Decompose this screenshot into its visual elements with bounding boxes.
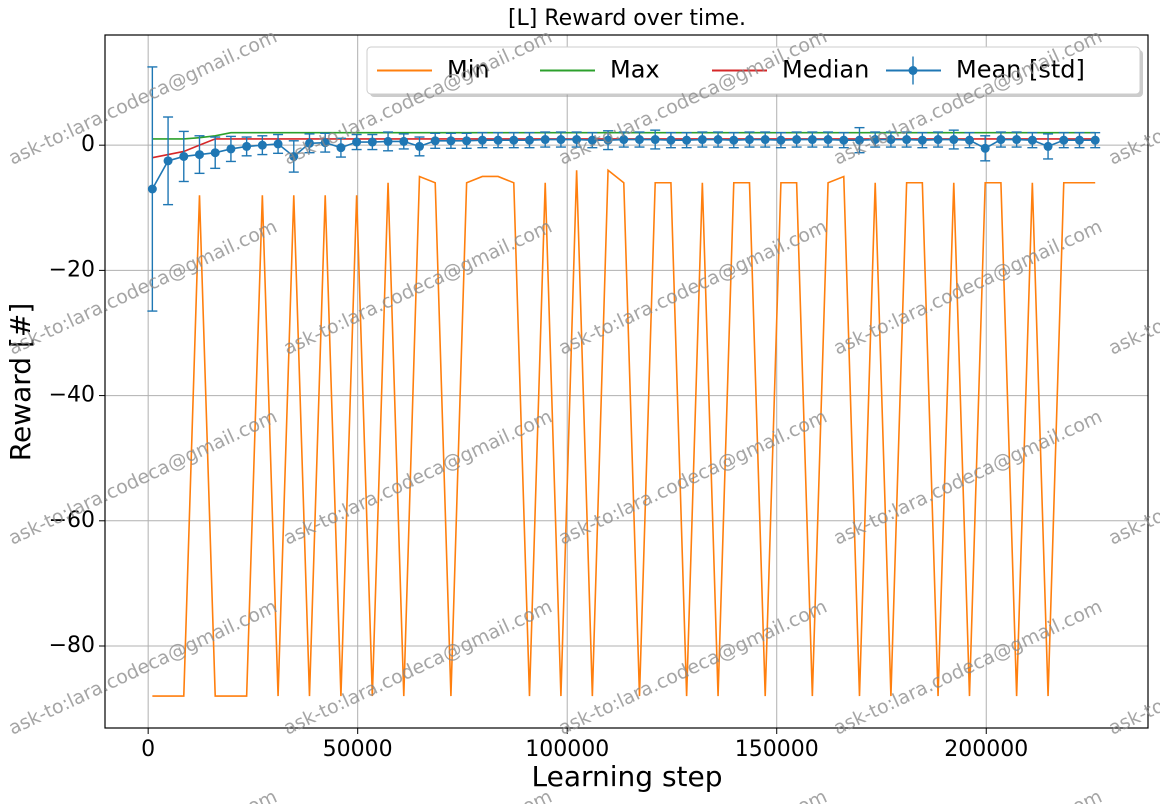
legend-label: Min bbox=[447, 56, 490, 84]
marker bbox=[226, 144, 236, 154]
marker bbox=[477, 135, 487, 145]
marker bbox=[179, 151, 189, 161]
marker bbox=[933, 135, 943, 145]
plot-frame bbox=[104, 34, 1149, 729]
x-tick-label: 150000 bbox=[735, 737, 819, 762]
marker bbox=[697, 135, 707, 145]
x-tick-label: 0 bbox=[141, 737, 155, 762]
y-tick-label: 0 bbox=[81, 132, 95, 157]
marker bbox=[776, 135, 786, 145]
x-tick-label: 50000 bbox=[323, 737, 393, 762]
marker bbox=[163, 156, 173, 166]
marker bbox=[572, 135, 582, 145]
marker bbox=[744, 135, 754, 145]
x-tick-label: 100000 bbox=[525, 737, 609, 762]
marker bbox=[540, 135, 550, 145]
marker bbox=[524, 135, 534, 145]
marker bbox=[336, 143, 346, 153]
marker bbox=[1090, 135, 1100, 145]
marker bbox=[1074, 135, 1084, 145]
marker bbox=[949, 135, 959, 145]
marker bbox=[462, 136, 472, 146]
marker bbox=[257, 140, 267, 150]
marker bbox=[414, 141, 424, 151]
legend-label: Median bbox=[782, 56, 869, 84]
marker bbox=[1059, 135, 1069, 145]
y-axis-label: Reward [#] bbox=[4, 303, 37, 461]
marker bbox=[980, 143, 990, 153]
marker bbox=[603, 135, 613, 145]
marker bbox=[320, 138, 330, 148]
marker bbox=[587, 135, 597, 145]
y-tick-label: −60 bbox=[49, 508, 95, 533]
marker bbox=[666, 135, 676, 145]
marker bbox=[964, 135, 974, 145]
y-tick-label: −20 bbox=[49, 257, 95, 282]
marker bbox=[1043, 141, 1053, 151]
y-tick-label: −40 bbox=[49, 383, 95, 408]
marker bbox=[399, 136, 409, 146]
marker bbox=[823, 135, 833, 145]
marker bbox=[273, 139, 283, 149]
marker bbox=[556, 135, 566, 145]
chart-title: [L] Reward over time. bbox=[508, 6, 746, 31]
series-line bbox=[152, 168, 1096, 697]
marker bbox=[996, 135, 1006, 145]
legend-label: Max bbox=[610, 56, 660, 84]
marker bbox=[289, 151, 299, 161]
legend-swatch bbox=[908, 66, 918, 75]
marker bbox=[194, 150, 204, 160]
legend-label: Mean [std] bbox=[956, 56, 1085, 84]
marker bbox=[304, 138, 314, 148]
marker bbox=[792, 135, 802, 145]
marker bbox=[854, 135, 864, 145]
marker bbox=[430, 136, 440, 146]
marker bbox=[210, 148, 220, 158]
marker bbox=[493, 135, 503, 145]
marker bbox=[886, 135, 896, 145]
marker bbox=[367, 137, 377, 147]
marker bbox=[682, 135, 692, 145]
marker bbox=[352, 137, 362, 147]
marker bbox=[619, 135, 629, 145]
marker bbox=[713, 135, 723, 145]
marker bbox=[242, 141, 252, 151]
marker bbox=[147, 184, 157, 194]
marker bbox=[729, 135, 739, 145]
x-axis-label: Learning step bbox=[531, 760, 722, 793]
marker bbox=[807, 135, 817, 145]
marker bbox=[446, 136, 456, 146]
marker bbox=[509, 135, 519, 145]
marker bbox=[902, 135, 912, 145]
marker bbox=[650, 135, 660, 145]
marker bbox=[760, 135, 770, 145]
y-tick-label: −80 bbox=[49, 633, 95, 658]
marker bbox=[634, 135, 644, 145]
marker bbox=[1012, 135, 1022, 145]
x-tick-label: 200000 bbox=[944, 737, 1028, 762]
marker bbox=[383, 136, 393, 146]
marker bbox=[917, 135, 927, 145]
marker bbox=[1027, 135, 1037, 145]
marker bbox=[870, 135, 880, 145]
marker bbox=[839, 135, 849, 145]
